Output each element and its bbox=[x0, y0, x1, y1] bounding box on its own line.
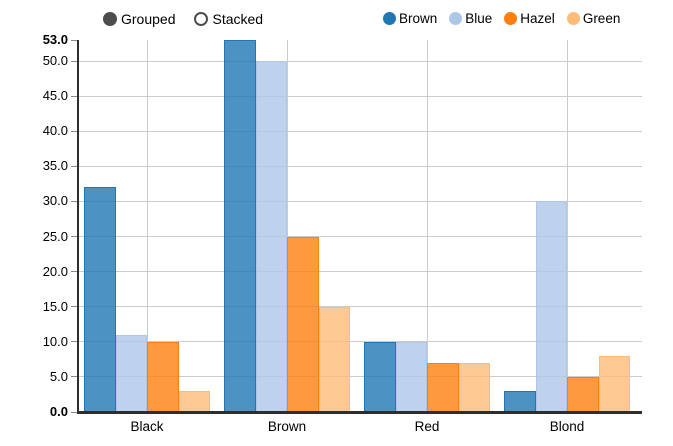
legend-label-brown: Brown bbox=[399, 11, 438, 26]
v-gridline bbox=[426, 40, 428, 412]
y-tick-label: 10.0 bbox=[42, 333, 68, 349]
legend-label-hazel: Hazel bbox=[520, 11, 555, 26]
y-tick-mark bbox=[71, 39, 77, 41]
legend-swatch-green-icon bbox=[566, 12, 580, 25]
plot-area bbox=[78, 40, 642, 412]
view-mode-toggle: Grouped Stacked bbox=[103, 11, 263, 27]
bar-blue-blond[interactable] bbox=[535, 201, 567, 412]
x-tick-label: Blond bbox=[549, 419, 585, 434]
y-tick-label: 15.0 bbox=[42, 298, 68, 314]
y-tick-label: 30.0 bbox=[42, 193, 68, 209]
v-gridline bbox=[146, 40, 148, 412]
y-tick-mark bbox=[71, 200, 77, 202]
h-gridline bbox=[78, 60, 642, 62]
h-gridline bbox=[78, 236, 642, 238]
y-tick-mark bbox=[71, 130, 77, 132]
y-tick-mark bbox=[71, 95, 77, 97]
y-tick-label: 25.0 bbox=[42, 228, 68, 244]
legend: Brown Blue Hazel Green bbox=[383, 11, 620, 26]
y-tick-mark bbox=[71, 411, 77, 413]
bar-green-brown[interactable] bbox=[318, 306, 350, 412]
legend-label-blue: Blue bbox=[465, 11, 493, 26]
y-tick-label: 20.0 bbox=[42, 263, 68, 279]
bar-brown-blond[interactable] bbox=[504, 390, 536, 412]
bar-hazel-black[interactable] bbox=[147, 341, 179, 412]
view-mode-grouped-label: Grouped bbox=[121, 11, 176, 27]
x-tick-label: Brown bbox=[267, 419, 307, 434]
y-tick-mark bbox=[71, 60, 77, 62]
radio-selected-icon bbox=[103, 12, 117, 26]
view-mode-stacked-label: Stacked bbox=[212, 11, 264, 27]
y-tick-mark bbox=[71, 165, 77, 167]
view-mode-stacked[interactable]: Stacked bbox=[194, 11, 263, 27]
bar-brown-black[interactable] bbox=[84, 187, 116, 412]
legend-item-brown[interactable]: Brown bbox=[383, 11, 437, 26]
bar-blue-red[interactable] bbox=[395, 341, 427, 412]
v-gridline bbox=[566, 40, 568, 412]
h-gridline bbox=[78, 306, 642, 308]
legend-item-green[interactable]: Green bbox=[566, 11, 621, 26]
bar-hazel-brown[interactable] bbox=[287, 236, 319, 412]
bar-hazel-red[interactable] bbox=[427, 362, 459, 412]
legend-label-green: Green bbox=[582, 11, 621, 26]
y-tick-mark bbox=[71, 236, 77, 238]
legend-item-hazel[interactable]: Hazel bbox=[504, 11, 555, 26]
y-axis-line bbox=[77, 40, 79, 413]
legend-swatch-brown-icon bbox=[383, 12, 396, 25]
h-gridline bbox=[78, 95, 642, 97]
h-gridline bbox=[78, 200, 642, 202]
y-tick-label: 5.0 bbox=[49, 368, 68, 384]
bar-blue-black[interactable] bbox=[115, 334, 147, 412]
y-tick-mark bbox=[71, 376, 77, 378]
y-tick-label: 35.0 bbox=[42, 158, 68, 174]
bar-brown-brown[interactable] bbox=[224, 40, 256, 412]
bar-green-blond[interactable] bbox=[598, 355, 630, 412]
y-tick-label: 40.0 bbox=[42, 123, 68, 139]
legend-swatch-hazel-icon bbox=[504, 12, 518, 25]
y-tick-mark bbox=[71, 306, 77, 308]
radio-unselected-icon bbox=[194, 12, 209, 26]
bar-green-black[interactable] bbox=[178, 390, 210, 412]
h-gridline bbox=[78, 130, 642, 132]
x-tick-label: Black bbox=[130, 419, 164, 434]
y-tick-mark bbox=[71, 341, 77, 343]
x-axis-line bbox=[77, 411, 642, 414]
bar-green-red[interactable] bbox=[458, 362, 490, 412]
y-tick-label: 45.0 bbox=[42, 88, 68, 104]
y-tick-label: 50.0 bbox=[42, 53, 68, 69]
h-gridline bbox=[78, 165, 642, 167]
bar-brown-red[interactable] bbox=[364, 341, 396, 412]
y-tick-label: 0.0 bbox=[49, 404, 68, 419]
y-tick-label: 53.0 bbox=[42, 32, 68, 47]
legend-swatch-blue-icon bbox=[449, 12, 463, 25]
view-mode-grouped[interactable]: Grouped bbox=[103, 11, 175, 27]
x-tick-label: Red bbox=[414, 419, 440, 434]
h-gridline bbox=[78, 341, 642, 343]
bar-hazel-blond[interactable] bbox=[567, 376, 599, 412]
bar-blue-brown[interactable] bbox=[255, 61, 287, 412]
h-gridline bbox=[78, 271, 642, 273]
legend-item-blue[interactable]: Blue bbox=[449, 11, 492, 26]
v-gridline bbox=[286, 40, 288, 412]
y-tick-mark bbox=[71, 271, 77, 273]
h-gridline bbox=[78, 376, 642, 378]
